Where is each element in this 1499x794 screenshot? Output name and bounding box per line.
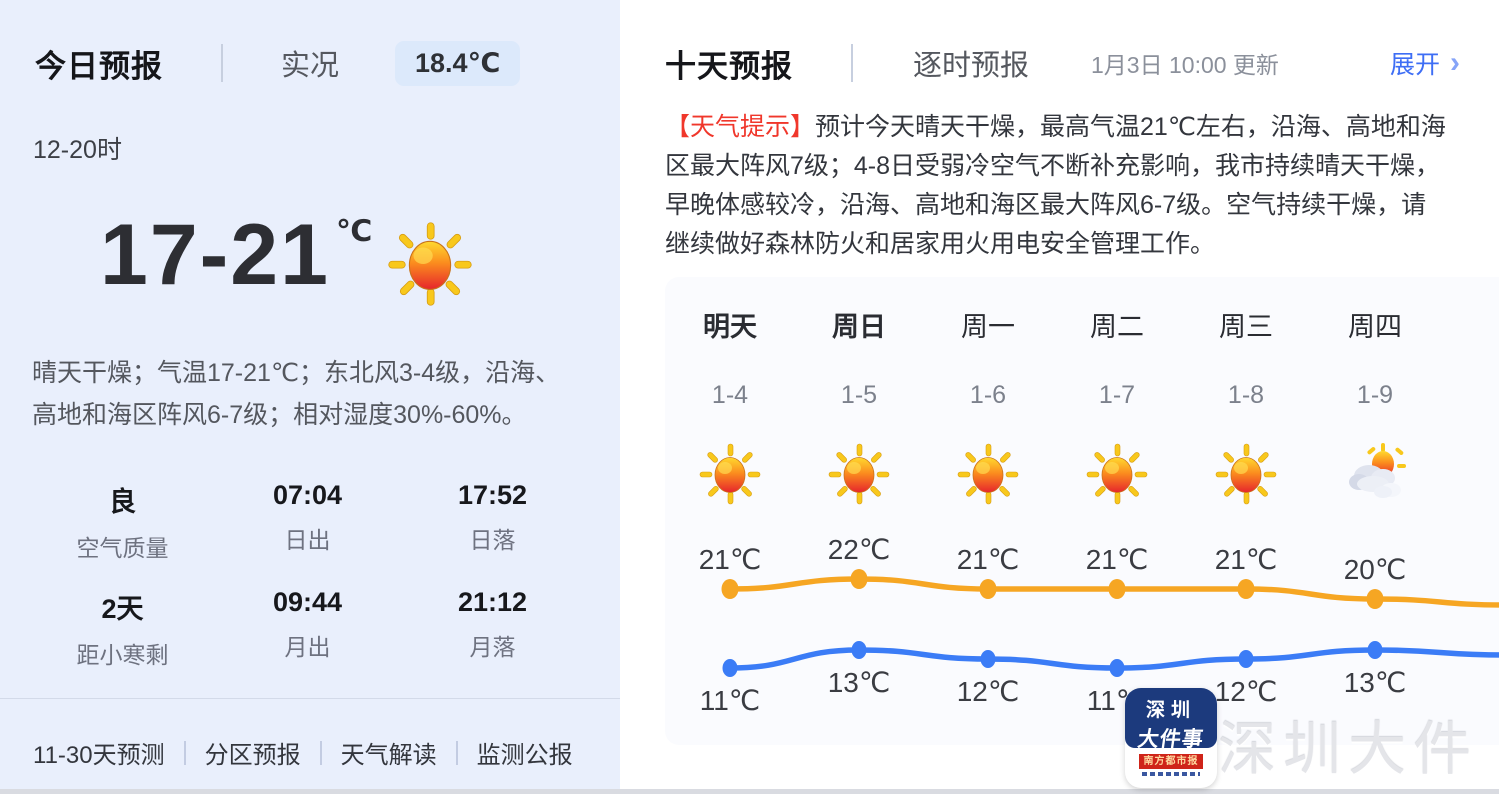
today-panel-header: 今日预报 实况 18.4℃ — [35, 38, 595, 88]
tab-hourly-forecast[interactable]: 逐时预报 — [913, 50, 1030, 82]
forecast-card: 明天 1-4 周日 1-5 周一 1-6 周二 1-7 周三 1-8 — [665, 277, 1499, 745]
logo-navy-block: 深圳 大件事 — [1125, 688, 1217, 751]
stat-label: 月出 — [284, 634, 331, 660]
stat-value: 17:52 — [457, 480, 528, 510]
nav-11-30-day-forecast[interactable]: 11-30天预测 — [33, 742, 165, 769]
high-temp-label: 21℃ — [956, 544, 1020, 575]
stat-sunrise: 07:04 日出 — [215, 480, 400, 563]
day-date: 1-8 — [1227, 381, 1265, 409]
weather-summary: 晴天干燥；气温17-21℃；东北风3-4级，沿海、高地和海区阵风6-7级；相对湿… — [32, 359, 561, 429]
stat-air-quality: 良 空气质量 — [30, 480, 215, 563]
sunny-icon — [386, 220, 474, 308]
forecast-time-range: 12-20时 — [33, 136, 122, 164]
today-forecast-panel: 今日预报 实况 18.4℃ 12-20时 17-21 ℃ 晴天干燥；气温17-2… — [0, 0, 620, 794]
stat-label: 距小寒剩 — [76, 642, 169, 668]
tab-ten-day-forecast[interactable]: 十天预报 — [665, 48, 793, 84]
day-name: 周三 — [1219, 312, 1273, 342]
tab-today-forecast[interactable]: 今日预报 — [35, 48, 163, 84]
day-name: 周一 — [961, 312, 1015, 342]
logo-banner: 南方都市报 — [1139, 754, 1203, 769]
today-temperature: 17-21 ℃ — [100, 212, 474, 308]
live-temp-badge[interactable]: 18.4℃ — [395, 40, 521, 86]
page-bottom-border — [0, 789, 1499, 794]
high-temp-label: 21℃ — [1214, 544, 1278, 575]
forecast-day-column[interactable]: 周三 1-8 — [1191, 277, 1301, 511]
stat-label: 月落 — [469, 634, 516, 660]
updated-timestamp: 1月3日 10:00 更新 — [1091, 52, 1279, 78]
alert-text: 预计今天晴天干燥，最高气温21℃左右，沿海、高地和海区最大阵风7级；4-8日受弱… — [665, 113, 1446, 258]
stat-value: 09:44 — [272, 587, 343, 617]
low-temp-label: 13℃ — [1343, 667, 1407, 698]
stat-moonset: 21:12 月落 — [400, 587, 585, 670]
ten-day-forecast-panel: 十天预报 逐时预报 1月3日 10:00 更新 展开 › 【天气提示】预计今天晴… — [620, 0, 1499, 794]
tab-live-conditions[interactable]: 实况 — [281, 50, 340, 82]
stat-sunset: 17:52 日落 — [400, 480, 585, 563]
stat-value: 良 — [109, 487, 136, 517]
szdjs-logo: 深圳 大件事 南方都市报 — [1125, 688, 1217, 788]
nav-divider — [183, 740, 186, 765]
forecast-day-column[interactable]: 周一 1-6 — [933, 277, 1043, 511]
low-temp-label: 12℃ — [1214, 676, 1278, 707]
nav-divider — [319, 740, 322, 765]
low-temp-label: 11℃ — [699, 685, 761, 716]
day-name: 周四 — [1348, 312, 1402, 342]
logo-line2: 大件事 — [1136, 728, 1206, 751]
nav-divider — [455, 740, 458, 765]
expand-label: 展开 — [1389, 51, 1440, 79]
day-date: 1-6 — [969, 381, 1007, 409]
forecast-day-column[interactable]: 明天 1-4 — [675, 277, 785, 511]
logo-line1: 深圳 — [1145, 700, 1196, 721]
stats-grid: 良 空气质量 07:04 日出 17:52 日落 2天 距小寒剩 09:44 月… — [30, 480, 585, 686]
weather-alert: 【天气提示】预计今天晴天干燥，最高气温21℃左右，沿海、高地和海区最大阵风7级；… — [665, 108, 1447, 264]
day-date: 1-7 — [1098, 381, 1136, 409]
logo-tiny-text — [1142, 772, 1200, 776]
day-name: 明天 — [703, 312, 757, 342]
temperature-line-chart — [721, 569, 1499, 677]
nav-district-forecast[interactable]: 分区预报 — [204, 742, 301, 769]
day-date: 1-4 — [711, 381, 749, 409]
day-name: 周二 — [1090, 312, 1144, 342]
day-date: 1-9 — [1356, 381, 1394, 409]
stat-label: 日落 — [469, 527, 516, 553]
stat-label: 空气质量 — [76, 535, 169, 561]
stat-value: 2天 — [101, 594, 144, 624]
high-temp-label: 20℃ — [1343, 554, 1407, 585]
alert-label: 【天气提示】 — [665, 113, 816, 141]
header-divider — [221, 44, 223, 82]
high-temp-label: 21℃ — [1085, 544, 1149, 575]
low-temp-label: 12℃ — [956, 676, 1020, 707]
nav-weather-interpretation[interactable]: 天气解读 — [340, 742, 437, 769]
stat-solar-term: 2天 距小寒剩 — [30, 587, 215, 670]
expand-button[interactable]: 展开 › — [1390, 45, 1460, 81]
day-name: 周日 — [832, 312, 886, 342]
low-temp-label: 13℃ — [827, 667, 891, 698]
stat-value: 07:04 — [272, 480, 343, 510]
temp-unit: ℃ — [335, 215, 373, 248]
forecast-day-column[interactable]: 周日 1-5 — [804, 277, 914, 511]
high-temp-label: 22℃ — [827, 534, 891, 565]
stat-moonrise: 09:44 月出 — [215, 587, 400, 670]
forecast-day-column[interactable]: 周四 1-9 — [1320, 277, 1430, 511]
bottom-nav: 11-30天预测 分区预报 天气解读 监测公报 — [0, 698, 620, 770]
ten-day-header: 十天预报 逐时预报 1月3日 10:00 更新 展开 › — [665, 38, 1495, 88]
nav-monitoring-bulletin[interactable]: 监测公报 — [476, 742, 573, 769]
stat-label: 日出 — [284, 527, 331, 553]
day-date: 1-5 — [840, 381, 878, 409]
high-temp-label: 21℃ — [698, 544, 762, 575]
forecast-day-column[interactable]: 周二 1-7 — [1062, 277, 1172, 511]
chevron-right-icon: › — [1450, 46, 1460, 79]
header-divider — [851, 44, 853, 82]
temp-range-value: 17-21 — [100, 207, 330, 303]
stat-value: 21:12 — [457, 587, 528, 617]
